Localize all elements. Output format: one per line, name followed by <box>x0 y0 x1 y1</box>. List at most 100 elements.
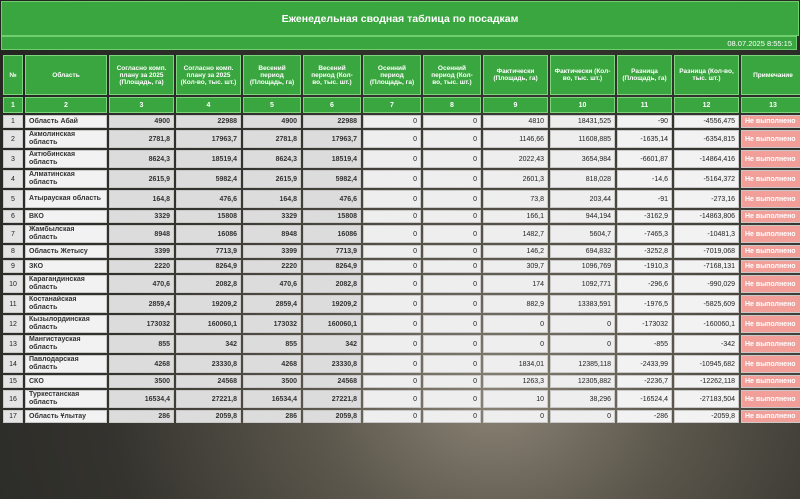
table-cell: 2 <box>3 130 23 148</box>
table-cell: 470,6 <box>243 275 301 293</box>
column-header: Примечание <box>741 55 800 95</box>
table-cell: 0 <box>363 335 421 353</box>
table-cell: 0 <box>423 390 481 408</box>
table-cell: 18519,4 <box>176 150 241 168</box>
table-cell: -14863,806 <box>674 210 739 223</box>
table-cell: 286 <box>243 410 301 423</box>
table-cell: 7713,9 <box>176 245 241 258</box>
status-cell: Не выполнено <box>741 335 800 353</box>
table-cell: 16086 <box>176 225 241 243</box>
table-cell: 17963,7 <box>303 130 361 148</box>
table-cell: 2220 <box>109 260 174 273</box>
region-cell: Область Жетысу <box>25 245 107 258</box>
table-cell: 1092,771 <box>550 275 615 293</box>
region-cell: Область Абай <box>25 115 107 128</box>
table-cell: 4810 <box>483 115 548 128</box>
header-row: № Область Согласно комп. плану за 2025 (Пл… <box>3 55 800 95</box>
table-cell: 73,8 <box>483 190 548 208</box>
table-cell: 22988 <box>303 115 361 128</box>
report-datetime: 08.07.2025 8:55:15 <box>727 38 792 48</box>
table-cell: 2220 <box>243 260 301 273</box>
table-row: 3 Актюбинская область 8624,3 18519,4 8624,3 1… <box>3 150 800 168</box>
table-cell: 2781,8 <box>109 130 174 148</box>
table-cell: 164,8 <box>109 190 174 208</box>
table-cell: -27183,504 <box>674 390 739 408</box>
column-header: Фактически (Площадь, га) <box>483 55 548 95</box>
table-cell: 1 <box>3 115 23 128</box>
region-cell: Павлодарская область <box>25 355 107 373</box>
table-cell: -14864,416 <box>674 150 739 168</box>
table-cell: 476,6 <box>303 190 361 208</box>
table-cell: -4556,475 <box>674 115 739 128</box>
column-header: № <box>3 55 23 95</box>
region-cell: Туркестанская область <box>25 390 107 408</box>
table-cell: 470,6 <box>109 275 174 293</box>
table-cell: 173032 <box>109 315 174 333</box>
table-cell: 342 <box>176 335 241 353</box>
table-cell: 0 <box>483 410 548 423</box>
table-cell: 342 <box>303 335 361 353</box>
table-cell: 16086 <box>303 225 361 243</box>
table-cell: -3252,8 <box>617 245 672 258</box>
table-cell: 0 <box>483 315 548 333</box>
table-cell: 3654,984 <box>550 150 615 168</box>
column-number: 11 <box>617 97 672 113</box>
region-cell: Карагандинская область <box>25 275 107 293</box>
table-cell: -273,16 <box>674 190 739 208</box>
table-cell: 7713,9 <box>303 245 361 258</box>
table-cell: 3329 <box>243 210 301 223</box>
table-cell: 0 <box>423 315 481 333</box>
table-cell: 16534,4 <box>243 390 301 408</box>
table-cell: -1635,14 <box>617 130 672 148</box>
table-cell: 2059,8 <box>176 410 241 423</box>
table-cell: 1146,66 <box>483 130 548 148</box>
column-header: Осенний период (Площадь, га) <box>363 55 421 95</box>
table-cell: 12385,118 <box>550 355 615 373</box>
table-cell: 5604,7 <box>550 225 615 243</box>
table-cell: -855 <box>617 335 672 353</box>
table-cell: 3399 <box>109 245 174 258</box>
table-cell: 13 <box>3 335 23 353</box>
table-body: 1 Область Абай 4900 22988 4900 22988 0 0 4810 184… <box>3 115 800 423</box>
table-cell: 3500 <box>109 375 174 388</box>
table-cell: 14 <box>3 355 23 373</box>
table-row: 4 Алматинская область 2615,9 5982,4 2615,9 59… <box>3 170 800 188</box>
table-cell: -7168,131 <box>674 260 739 273</box>
table-cell: 0 <box>363 275 421 293</box>
column-number: 12 <box>674 97 739 113</box>
table-cell: 38,296 <box>550 390 615 408</box>
status-cell: Не выполнено <box>741 245 800 258</box>
table-cell: 2082,8 <box>303 275 361 293</box>
table-cell: -7465,3 <box>617 225 672 243</box>
table-row: 14 Павлодарская область 4268 23330,8 4268 233… <box>3 355 800 373</box>
table-cell: 818,028 <box>550 170 615 188</box>
column-header: Согласно комп. плану за 2025 (Площадь, г… <box>109 55 174 95</box>
table-cell: 19209,2 <box>303 295 361 313</box>
table-cell: 0 <box>363 410 421 423</box>
table-cell: 8948 <box>109 225 174 243</box>
plantings-table: № Область Согласно комп. плану за 2025 (Пл… <box>1 53 800 425</box>
table-cell: 0 <box>363 130 421 148</box>
table-row: 7 Жамбылская область 8948 16086 8948 16086 0 0 1… <box>3 225 800 243</box>
column-number: 4 <box>176 97 241 113</box>
column-header: Согласно комп. плану за 2025 (Кол-во, ты… <box>176 55 241 95</box>
column-header: Фактически (Кол-во, тыс. шт.) <box>550 55 615 95</box>
table-cell: 0 <box>363 390 421 408</box>
status-cell: Не выполнено <box>741 150 800 168</box>
region-cell: Жамбылская область <box>25 225 107 243</box>
table-cell: -3162,9 <box>617 210 672 223</box>
table-cell: 2615,9 <box>109 170 174 188</box>
table-cell: 5982,4 <box>303 170 361 188</box>
region-cell: Актюбинская область <box>25 150 107 168</box>
column-header: Разница (Кол-во, тыс. шт.) <box>674 55 739 95</box>
table-cell: 0 <box>363 315 421 333</box>
region-cell: ЗКО <box>25 260 107 273</box>
table-cell: 0 <box>423 150 481 168</box>
region-cell: Кызылординская область <box>25 315 107 333</box>
table-cell: 0 <box>423 245 481 258</box>
table-cell: 15 <box>3 375 23 388</box>
table-cell: 3329 <box>109 210 174 223</box>
table-cell: 4268 <box>109 355 174 373</box>
column-number: 6 <box>303 97 361 113</box>
table-cell: 8624,3 <box>243 150 301 168</box>
